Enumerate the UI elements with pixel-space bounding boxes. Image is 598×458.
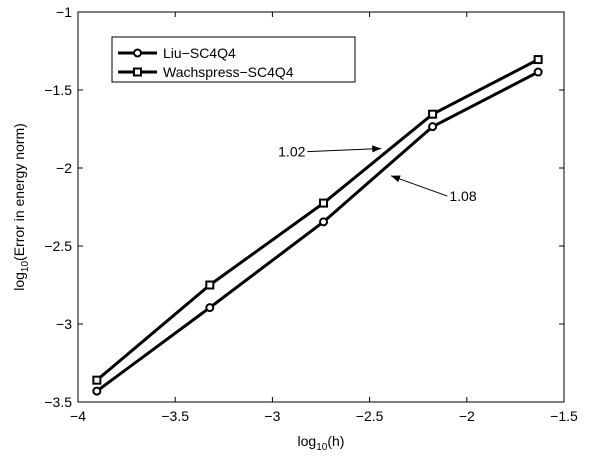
y-axis-label-arg: (Error in energy norm)	[11, 123, 27, 261]
data-point-square	[92, 375, 102, 385]
annotation-arrow-head	[372, 145, 382, 153]
data-point-circle	[428, 122, 438, 132]
data-point-circle	[205, 303, 215, 313]
legend-label-liu: Liu−SC4Q4	[163, 45, 236, 61]
data-point-square	[205, 280, 215, 290]
y-tick-label: −3.5	[44, 394, 72, 410]
x-axis-label-sub: 10	[316, 442, 328, 453]
y-tick-label: −3	[56, 316, 72, 332]
series-layer	[92, 55, 543, 396]
y-axis-label-sub: 10	[20, 261, 31, 273]
x-tick-label: −2	[459, 408, 475, 424]
annotation-arrow-head	[390, 175, 401, 183]
legend: Liu−SC4Q4 Wachspress−SC4Q4	[111, 36, 356, 83]
legend-box	[111, 36, 356, 83]
annotation-arrow-line	[307, 148, 382, 153]
ticks-layer: −4 −3.5 −3 −2.5 −2 −1.5−3.5−3−2.5−2−1.5−1	[44, 4, 578, 424]
y-tick-label: −2.5	[44, 238, 72, 254]
y-axis-label-base: log	[11, 272, 27, 291]
data-point-circle	[319, 217, 329, 227]
data-point-square	[319, 198, 329, 208]
legend-label-wachspress: Wachspress−SC4Q4	[163, 64, 294, 80]
x-axis-label-base: log	[298, 433, 317, 449]
x-tick-label: −1.5	[550, 408, 578, 424]
x-tick-label: −4	[70, 408, 86, 424]
x-axis-label: log10(h)	[298, 433, 345, 453]
x-axis-label-arg: (h)	[327, 433, 344, 449]
data-point-circle	[92, 386, 102, 396]
legend-marker-liu	[133, 48, 142, 58]
annotation-label: 1.02	[278, 144, 305, 160]
annotation-label: 1.08	[449, 188, 476, 204]
plot-frame	[77, 11, 565, 403]
x-tick-label: −2.5	[356, 408, 384, 424]
y-tick-label: −1.5	[44, 82, 72, 98]
y-tick-label: −2	[56, 160, 72, 176]
y-axis-label: log10(Error in energy norm)	[11, 123, 31, 291]
x-tick-label: −3.5	[161, 408, 189, 424]
data-point-square	[428, 109, 438, 119]
data-point-circle	[533, 67, 543, 77]
annotations-layer: 1.02 1.08	[278, 144, 477, 204]
annotation-arrow-line	[390, 175, 448, 197]
legend-marker-wachspress	[133, 67, 142, 77]
data-point-square	[533, 55, 543, 65]
x-tick-label: −3	[264, 408, 280, 424]
y-tick-label: −1	[56, 4, 72, 20]
